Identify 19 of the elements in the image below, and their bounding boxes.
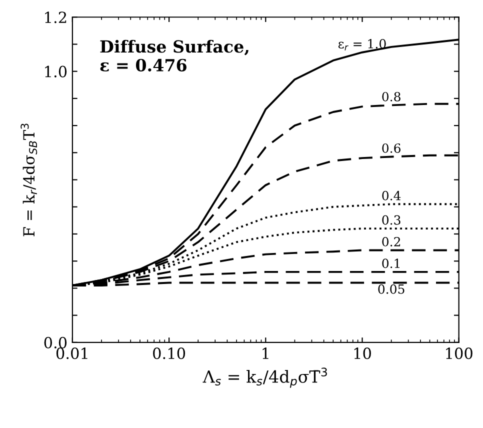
y-axis-title: F = k$_{r}$/4dσ$_{SB}$T$^{3}$ <box>20 124 38 236</box>
series-label: 0.3 <box>382 215 400 225</box>
series-label: 0.2 <box>382 236 400 246</box>
series-label: 0.4 <box>382 190 401 200</box>
series-label: 0.05 <box>378 284 404 294</box>
x-tick-label: 0.10 <box>153 348 186 360</box>
x-tick-label: 10 <box>354 348 371 360</box>
x-tick-label: 1 <box>262 348 268 359</box>
series-label: 0.6 <box>382 143 400 153</box>
x-tick-label: 100 <box>446 348 472 360</box>
y-tick-label: 1.2 <box>45 12 66 24</box>
x-axis-title: Λ$_{s}$ = k$_{s}$/4d$_{p}$σT̄$^{3}$ <box>202 368 327 388</box>
series-label: ε$_{r}$ = 1.0 <box>338 38 386 50</box>
series-label: 0.1 <box>382 258 400 268</box>
series-label: 0.8 <box>382 92 400 102</box>
annotation: Diffuse Surface, ε = 0.476 <box>100 40 248 72</box>
y-tick-label: 1.0 <box>45 66 67 78</box>
y-tick-label: 0.0 <box>44 336 67 348</box>
x-tick-label: 0.01 <box>56 348 88 360</box>
